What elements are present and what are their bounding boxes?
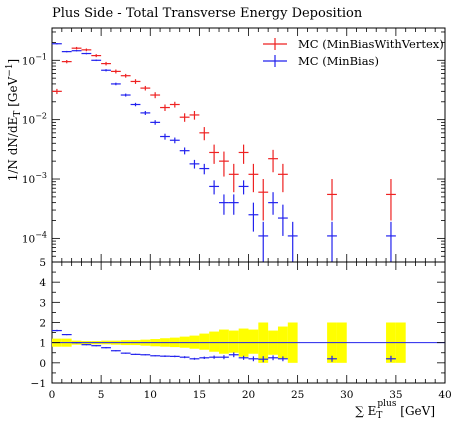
y-tick-label: 10−4 <box>22 230 47 245</box>
x-tick-label: 10 <box>144 389 157 401</box>
x-tick-label: 40 <box>438 389 451 401</box>
uncertainty-band <box>228 330 239 353</box>
x-tick-label: 25 <box>291 389 304 401</box>
x-tick-label: 5 <box>98 389 105 401</box>
legend-entry: MC (MinBiasWithVertex) <box>263 37 444 51</box>
y-tick-label: 0 <box>39 358 46 370</box>
x-tick-label: 35 <box>389 389 402 401</box>
series-ratio <box>52 329 396 363</box>
y-tick-label: 2 <box>39 318 46 330</box>
x-tick-label: 15 <box>193 389 206 401</box>
y-tick-label: 10−2 <box>22 112 47 127</box>
series-minbias <box>52 43 396 262</box>
chart-title: Plus Side - Total Transverse Energy Depo… <box>52 6 363 21</box>
legend-label: MC (MinBiasWithVertex) <box>298 37 444 51</box>
y-tick-label: 5 <box>39 257 46 269</box>
x-tick-label: 0 <box>49 389 56 401</box>
y-tick-label: 10−1 <box>22 52 47 67</box>
y-axis-label: 1/N dN/dET [GeV−1] <box>5 59 23 182</box>
x-tick-label: 30 <box>340 389 353 401</box>
uncertainty-band <box>248 329 259 354</box>
legend-label: MC (MinBias) <box>298 54 379 68</box>
uncertainty-band <box>199 333 210 350</box>
legend-entry: MC (MinBias) <box>263 54 379 68</box>
y-tick-label: 1 <box>39 338 46 350</box>
y-tick-label: 10−3 <box>22 171 47 186</box>
uncertainty-band <box>219 329 229 354</box>
y-tick-label: 3 <box>39 297 46 309</box>
uncertainty-band <box>179 336 190 348</box>
uncertainty-band <box>209 331 220 352</box>
y-tick-label: 4 <box>39 277 46 289</box>
y-tick-label: −1 <box>31 378 46 390</box>
series-minbias-with-vertex <box>52 46 396 221</box>
uncertainty-band <box>189 335 200 349</box>
x-tick-label: 20 <box>242 389 255 401</box>
x-axis-label: ∑ ETplus [GeV] <box>355 399 435 421</box>
legend: MC (MinBiasWithVertex) MC (MinBias) <box>263 37 444 68</box>
main-panel: 10−4 10−3 10−2 10−1 <box>22 27 446 263</box>
